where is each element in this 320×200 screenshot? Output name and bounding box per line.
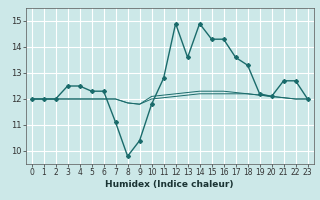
X-axis label: Humidex (Indice chaleur): Humidex (Indice chaleur) <box>105 180 234 189</box>
